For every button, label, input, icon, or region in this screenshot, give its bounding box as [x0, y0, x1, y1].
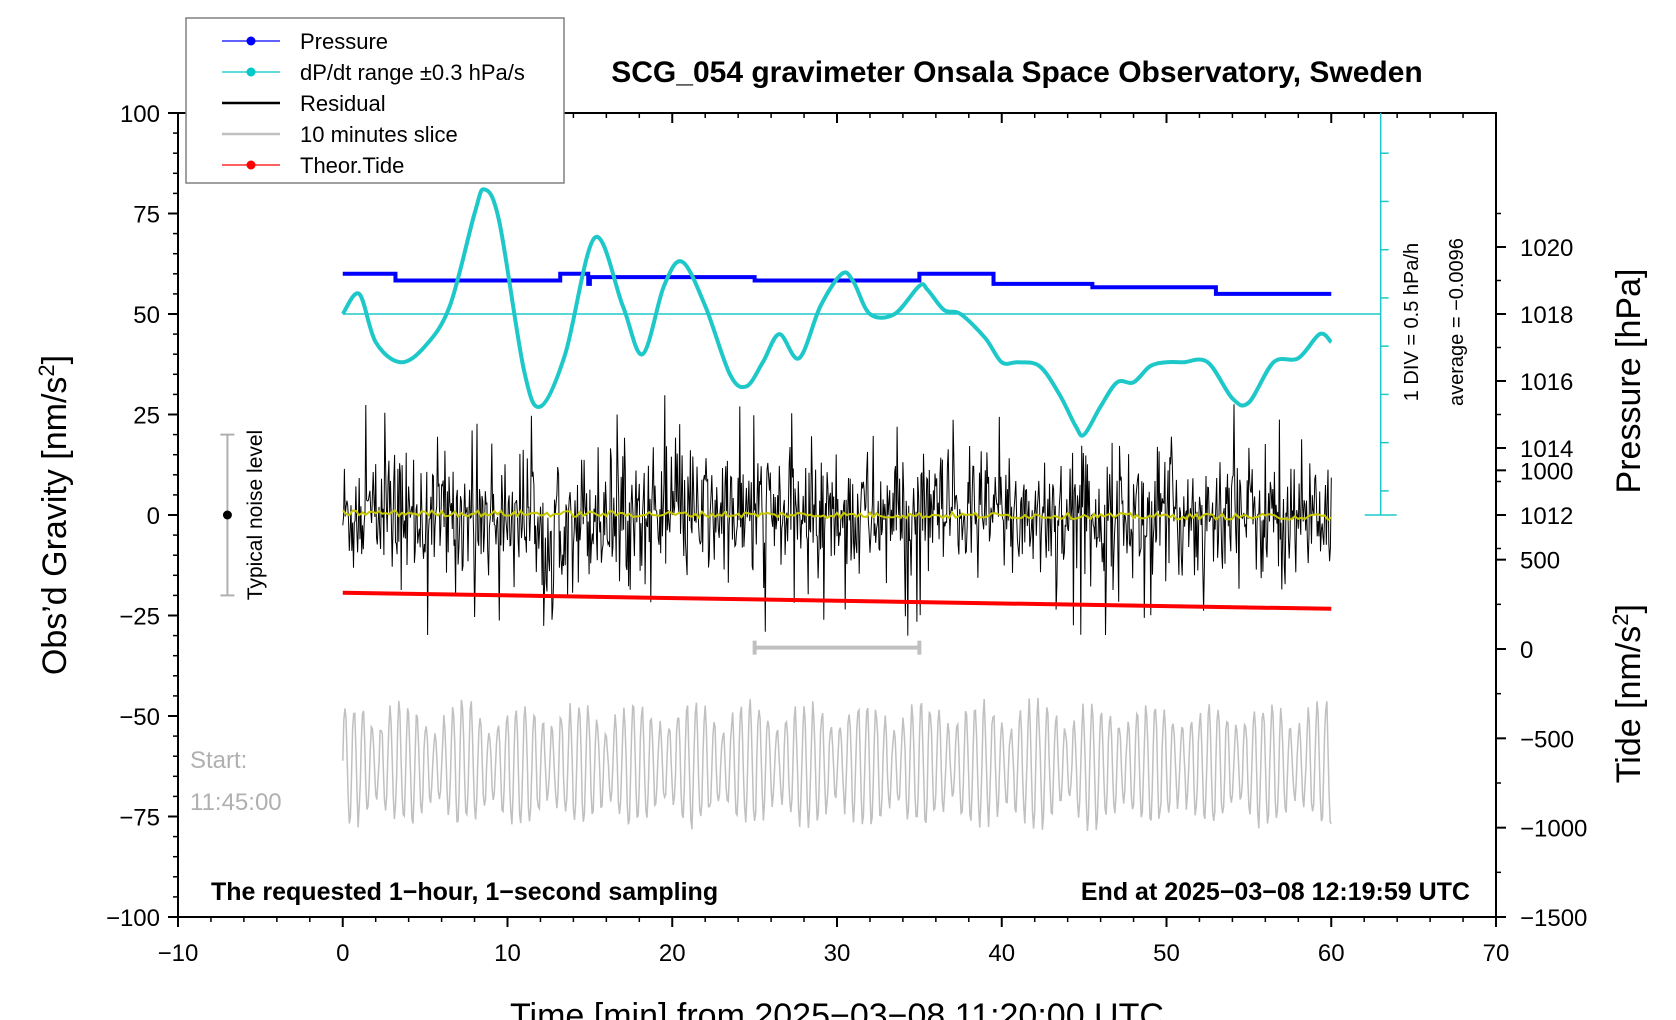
residual-smoothed-line	[342, 509, 1332, 522]
pressure-line	[342, 271, 1332, 296]
noise-level-label: Typical noise level	[244, 430, 267, 600]
start-time: 11:45:00	[190, 789, 282, 816]
pressure-tick-label: 1018	[1520, 302, 1573, 329]
x-tick-label: 50	[1153, 940, 1180, 967]
noise-level-dot	[222, 510, 232, 520]
y-tick-label: 100	[120, 101, 160, 128]
y-tick-label: −75	[119, 805, 160, 832]
tide-tick-label: −1000	[1520, 816, 1587, 843]
y-tick-label: 50	[133, 302, 160, 329]
x-axis: −10 0 10 20 30 40 50 60 70 Time [min] from 2025−0…	[158, 113, 1510, 1020]
x-tick-label: 60	[1318, 940, 1345, 967]
tide-axis: −1500 −1000 −500 0 500 1000 Tide [nm/s2]	[1496, 458, 1648, 932]
tide-tick-label: 500	[1520, 548, 1560, 575]
pressure-tick-label: 1012	[1520, 503, 1573, 530]
x-tick-label: 10	[494, 940, 521, 967]
slice-marker	[752, 640, 922, 655]
theor-tide-line	[342, 590, 1332, 611]
legend-label: Pressure	[300, 29, 388, 54]
legend-marker	[246, 67, 256, 77]
noise-level-indicator: Typical noise level	[220, 430, 267, 600]
annotation-bottom-left: The requested 1−hour, 1−second sampling	[211, 878, 718, 906]
tide-axis-label: Tide [nm/s2]	[1608, 604, 1649, 783]
x-axis-label: Time [min] from 2025−03−08 11:20:00 UTC	[510, 997, 1164, 1020]
legend-label: dP/dt range ±0.3 hPa/s	[300, 60, 525, 85]
residual-line	[342, 395, 1332, 636]
tide-tick-label: 1000	[1520, 458, 1573, 485]
x-tick-label: −10	[158, 940, 199, 967]
dpdt-line	[341, 187, 1333, 438]
legend-marker	[246, 160, 256, 170]
slice-line	[342, 697, 1332, 831]
chart-title: SCG_054 gravimeter Onsala Space Observat…	[611, 56, 1423, 89]
legend-box	[185, 17, 565, 184]
x-tick-label: 0	[336, 940, 349, 967]
tide-tick-label: 0	[1520, 637, 1533, 664]
x-tick-label: 70	[1483, 940, 1510, 967]
x-tick-label: 30	[824, 940, 851, 967]
y-tick-label: −50	[119, 704, 160, 731]
tide-tick-label: −500	[1520, 726, 1574, 753]
x-tick-label: 20	[659, 940, 686, 967]
legend-label: 10 minutes slice	[300, 122, 458, 147]
pressure-axis-label: Pressure [hPa]	[1610, 269, 1648, 494]
y-axis-label: Obs’d Gravity [nm/s2]	[34, 355, 75, 675]
annotation-bottom-right: End at 2025−03−08 12:19:59 UTC	[1081, 878, 1470, 906]
legend-marker	[246, 36, 256, 46]
x-tick-label: 40	[988, 940, 1015, 967]
start-label: Start:	[190, 747, 247, 774]
y-tick-label: 0	[147, 503, 160, 530]
pressure-tick-label: 1016	[1520, 369, 1573, 396]
y-tick-label: 25	[133, 403, 160, 430]
pressure-scale-label-2: average = −0.0096	[1446, 238, 1468, 406]
pressure-scale-label-1: 1 DIV = 0.5 hPa/h	[1401, 243, 1423, 401]
y-tick-label: −100	[106, 905, 160, 932]
pressure-tick-label: 1014	[1520, 436, 1573, 463]
y-tick-label: −25	[119, 604, 160, 631]
legend-label: Theor.Tide	[300, 153, 404, 178]
legend: Pressure dP/dt range ±0.3 hPa/s Residual 10…	[185, 17, 565, 184]
y-tick-label: 75	[133, 202, 160, 229]
tide-tick-label: −1500	[1520, 905, 1587, 932]
pressure-axis: 1012 1014 1016 1018 1020 Pressure [hPa]	[1496, 212, 1648, 550]
left-axis: −100 −75 −50 −25 0 25 50 75 100 Obs’d Gravity [nm…	[34, 101, 178, 932]
legend-label: Residual	[300, 91, 386, 116]
pressure-tick-label: 1020	[1520, 235, 1573, 262]
